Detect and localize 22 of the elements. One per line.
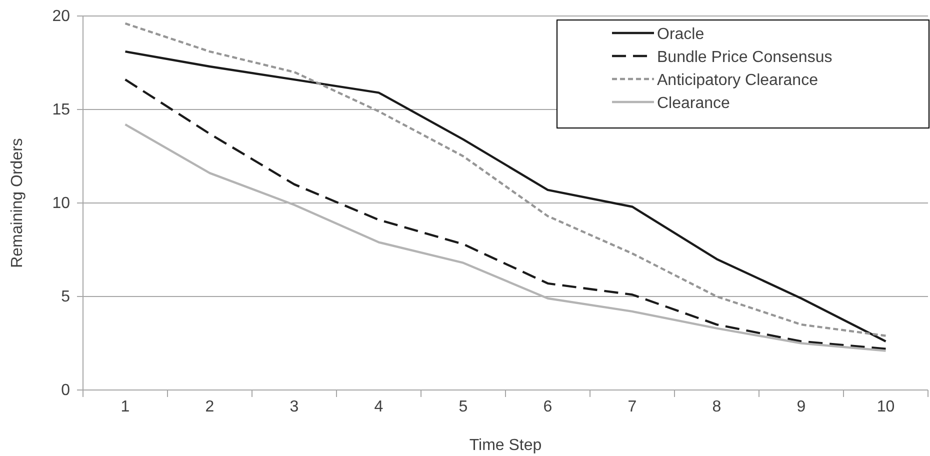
legend-label: Clearance	[657, 95, 730, 112]
legend-label: Anticipatory Clearance	[657, 72, 818, 89]
x-tick-label: 7	[628, 398, 637, 416]
x-tick-label: 8	[712, 398, 722, 416]
legend-label: Bundle Price Consensus	[657, 49, 832, 66]
x-tick-label: 1	[120, 398, 130, 416]
y-tick-label: 10	[52, 195, 70, 212]
y-tick-label: 0	[61, 382, 70, 400]
x-tick-label: 3	[290, 398, 299, 416]
x-tick-label: 9	[796, 398, 806, 416]
y-tick-label: 5	[61, 288, 70, 306]
line-series	[124, 123, 887, 352]
x-axis-title: Time Step	[469, 437, 542, 454]
y-axis-title: Remaining Orders	[9, 138, 26, 268]
x-tick-label: 6	[543, 398, 552, 416]
x-tick-label: 10	[876, 398, 895, 416]
legend-label: Oracle	[657, 26, 704, 43]
x-tick-label: 2	[205, 398, 214, 416]
x-tick-label: 4	[374, 398, 384, 416]
x-tick-label: 5	[458, 398, 468, 416]
y-tick-label: 15	[52, 102, 70, 119]
y-tick-label: 20	[52, 8, 70, 26]
